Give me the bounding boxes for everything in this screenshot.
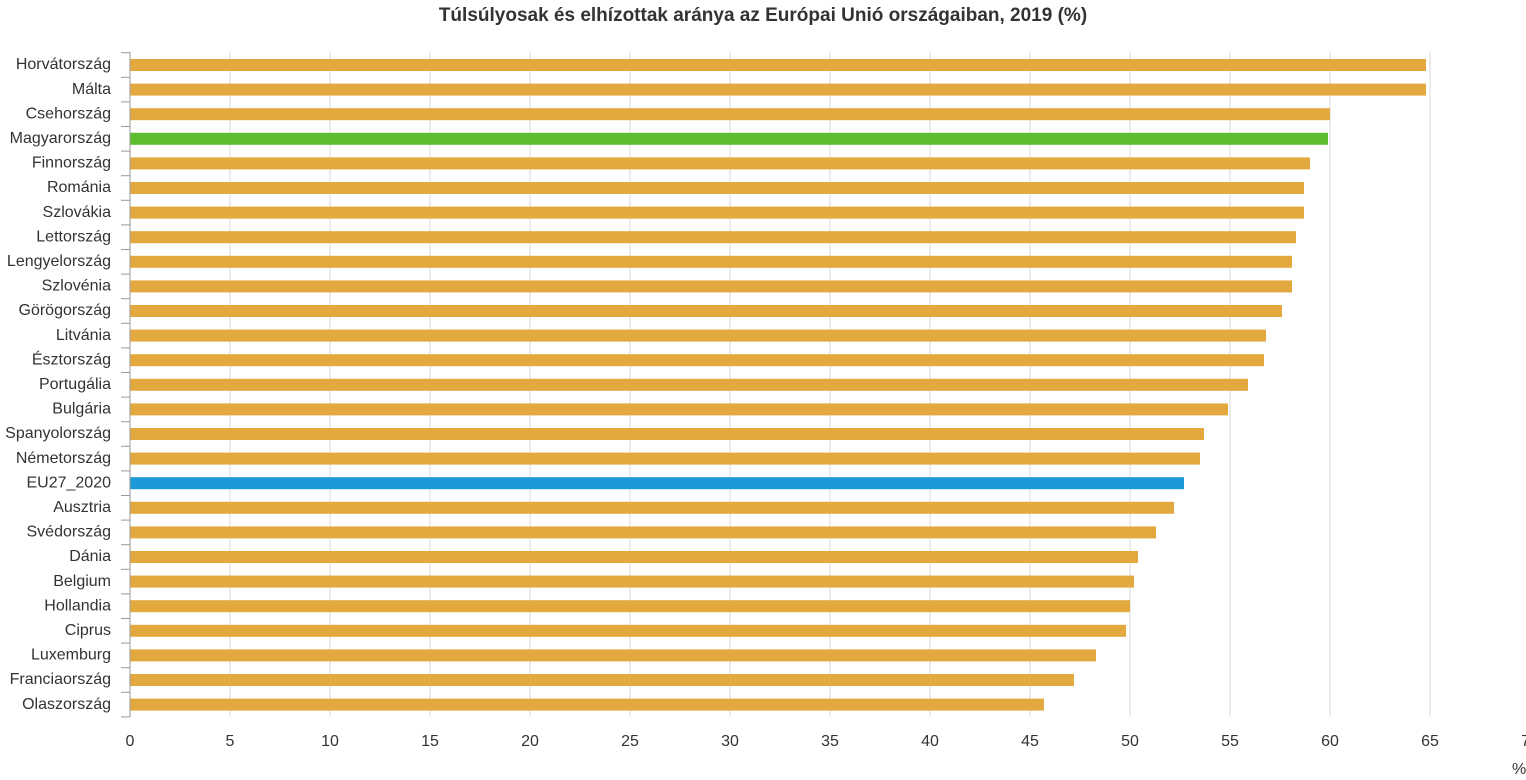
bar <box>130 157 1310 170</box>
bar <box>130 108 1330 121</box>
x-tick-label: 45 <box>1021 733 1039 750</box>
category-label: Dánia <box>69 548 111 565</box>
category-label: Finnország <box>32 155 111 172</box>
bar <box>130 477 1184 490</box>
x-tick-label: 10 <box>321 733 339 750</box>
category-label: Szlovénia <box>42 278 111 295</box>
x-tick-label: 55 <box>1221 733 1239 750</box>
bar <box>130 280 1292 293</box>
bar <box>130 600 1130 613</box>
axes <box>121 52 131 718</box>
bar <box>130 452 1200 465</box>
chart-title: Túlsúlyosak és elhízottak aránya az Euró… <box>438 5 1088 26</box>
bar <box>130 378 1248 391</box>
category-label: EU27_2020 <box>26 474 111 491</box>
bars <box>130 59 1426 711</box>
bar <box>130 649 1096 662</box>
category-label: Litvánia <box>56 327 111 344</box>
bar <box>130 551 1138 563</box>
bar <box>130 206 1304 219</box>
bar <box>130 329 1266 342</box>
x-tick-label: 70 <box>1521 733 1526 750</box>
category-label: Bulgária <box>52 401 111 418</box>
bar <box>130 501 1174 514</box>
bar <box>130 624 1126 637</box>
category-label: Olaszország <box>22 696 111 713</box>
bar <box>130 305 1282 317</box>
bar <box>130 403 1228 416</box>
bar <box>130 354 1264 367</box>
bar <box>130 575 1134 588</box>
bar <box>130 132 1328 145</box>
category-label: Csehország <box>26 105 111 122</box>
x-tick-label: 50 <box>1121 733 1139 750</box>
category-label: Magyarország <box>10 130 111 147</box>
x-tick-label: 0 <box>126 733 135 750</box>
x-tick-label: 5 <box>226 733 235 750</box>
category-label: Horvátország <box>16 56 111 73</box>
category-label: Franciaország <box>10 671 111 688</box>
x-tick-label: 20 <box>521 733 539 750</box>
x-tick-labels: 0 5 10 15 20 25 30 35 40 45 50 55 60 65 70 <box>126 733 1526 750</box>
category-label: Lengyelország <box>7 253 111 270</box>
category-label: Németország <box>16 450 111 467</box>
x-tick-label: 40 <box>921 733 939 750</box>
category-label: Lettország <box>36 228 111 245</box>
category-label: Románia <box>47 179 111 196</box>
bar <box>130 59 1426 71</box>
bar <box>130 182 1304 194</box>
category-label: Málta <box>72 81 111 98</box>
bar <box>130 83 1426 96</box>
bar <box>130 674 1074 686</box>
category-label: Belgium <box>53 573 111 590</box>
category-labels: Horvátország Málta Csehország Magyarország F… <box>5 56 111 713</box>
category-label: Szlovákia <box>43 204 112 221</box>
x-tick-label: 60 <box>1321 733 1339 750</box>
bar <box>130 698 1044 711</box>
bar <box>130 255 1292 268</box>
category-label: Ausztria <box>53 499 111 516</box>
x-axis-unit-label: % <box>1512 761 1526 778</box>
category-label: Ciprus <box>65 622 111 639</box>
x-tick-label: 35 <box>821 733 839 750</box>
category-label: Görögország <box>19 302 112 319</box>
bar <box>130 526 1156 539</box>
x-tick-label: 25 <box>621 733 639 750</box>
category-label: Luxemburg <box>31 647 111 664</box>
x-tick-label: 15 <box>421 733 439 750</box>
category-label: Észtország <box>32 349 111 368</box>
x-tick-label: 65 <box>1421 733 1439 750</box>
category-label: Spanyolország <box>5 425 111 442</box>
bar <box>130 231 1296 244</box>
x-tick-label: 30 <box>721 733 739 750</box>
bar <box>130 428 1204 440</box>
category-label: Hollandia <box>44 597 111 614</box>
category-label: Svédország <box>27 524 112 541</box>
category-label: Portugália <box>39 376 111 393</box>
